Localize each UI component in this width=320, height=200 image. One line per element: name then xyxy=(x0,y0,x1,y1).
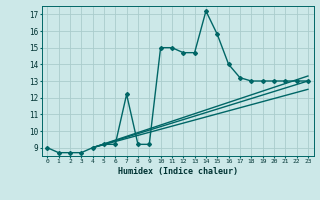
X-axis label: Humidex (Indice chaleur): Humidex (Indice chaleur) xyxy=(118,167,237,176)
